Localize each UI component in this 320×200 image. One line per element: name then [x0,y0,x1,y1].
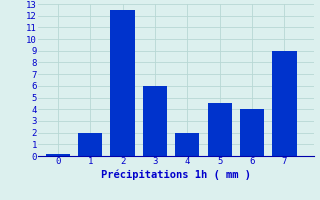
Bar [78,133,102,156]
Bar [208,103,232,156]
Bar [143,86,167,156]
Bar [46,154,70,156]
X-axis label: Précipitations 1h ( mm ): Précipitations 1h ( mm ) [101,169,251,180]
Bar [240,109,264,156]
Bar [175,133,199,156]
Bar [272,51,297,156]
Bar [110,10,135,156]
